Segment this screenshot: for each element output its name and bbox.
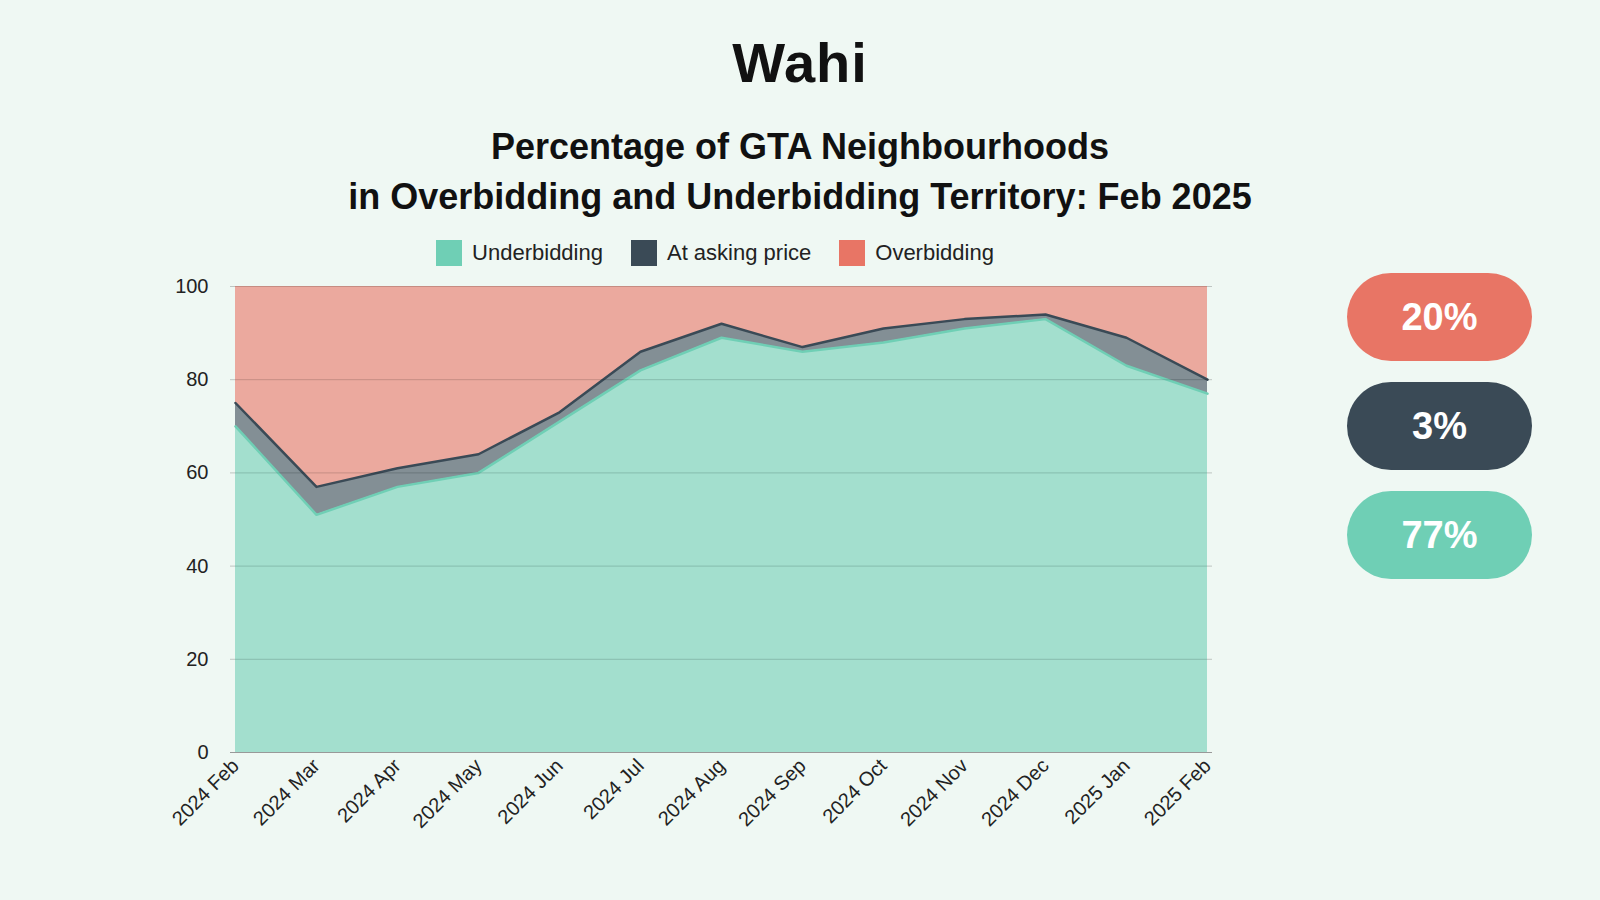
svg-text:2024 Feb: 2024 Feb xyxy=(168,754,243,829)
svg-text:2024 Nov: 2024 Nov xyxy=(896,754,972,830)
html-text:Underbidding: Underbidding xyxy=(472,240,603,265)
svg-text:40: 40 xyxy=(186,555,208,577)
svg-text:100: 100 xyxy=(175,275,208,297)
html-text:Wahi: Wahi xyxy=(732,31,868,94)
svg-text:2024 Apr: 2024 Apr xyxy=(333,754,405,826)
html-text:20%: 20% xyxy=(1401,295,1478,338)
svg-text:2025 Feb: 2025 Feb xyxy=(1140,754,1215,829)
svg-text:2024 Jul: 2024 Jul xyxy=(579,754,648,823)
svg-text:2024 Sep: 2024 Sep xyxy=(734,754,810,830)
svg-text:60: 60 xyxy=(186,461,208,483)
html-text:Percentage of GTA Neighbourhoo: Percentage of GTA Neighbourhoods xyxy=(491,126,1109,167)
svg-text:2024 Oct: 2024 Oct xyxy=(818,754,891,827)
html-text:in Overbidding and Underbiddin: in Overbidding and Underbidding Territor… xyxy=(348,176,1252,217)
html-text:77%: 77% xyxy=(1401,513,1478,556)
svg-text:2024 Dec: 2024 Dec xyxy=(977,754,1053,830)
svg-text:2024 May: 2024 May xyxy=(408,754,486,832)
html-text:Overbidding: Overbidding xyxy=(875,240,994,265)
html-text:3%: 3% xyxy=(1412,404,1467,447)
svg-text:2024 Aug: 2024 Aug xyxy=(654,754,729,829)
html-text:At asking price: At asking price xyxy=(667,240,812,265)
svg-text:80: 80 xyxy=(186,368,208,390)
svg-text:2024 Jun: 2024 Jun xyxy=(493,754,567,828)
svg-text:2025 Jan: 2025 Jan xyxy=(1060,754,1134,828)
svg-text:2024 Mar: 2024 Mar xyxy=(249,754,325,830)
svg-text:20: 20 xyxy=(186,648,208,670)
svg-text:0: 0 xyxy=(197,741,208,763)
